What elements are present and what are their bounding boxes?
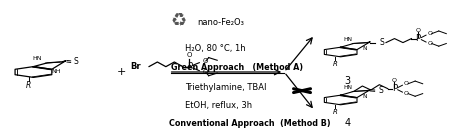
Text: N: N [363, 46, 367, 51]
Text: O: O [416, 28, 420, 33]
Text: O: O [202, 69, 208, 75]
Text: O: O [428, 31, 432, 36]
Text: S: S [379, 38, 384, 47]
Text: HN: HN [344, 85, 353, 90]
Text: ♻: ♻ [170, 13, 186, 31]
Text: H₂O, 80 °C, 1h: H₂O, 80 °C, 1h [185, 44, 246, 52]
Text: S: S [378, 86, 383, 95]
Text: N: N [363, 94, 367, 99]
Text: O: O [187, 52, 192, 58]
Text: R: R [333, 61, 337, 67]
Text: nano-Fe₂O₃: nano-Fe₂O₃ [197, 18, 244, 27]
Text: S: S [73, 57, 78, 66]
Text: O: O [404, 91, 409, 96]
Text: Conventional Approach  (Method B): Conventional Approach (Method B) [169, 119, 330, 129]
Text: O: O [404, 81, 409, 86]
Text: 4: 4 [345, 118, 351, 128]
Text: O: O [392, 78, 397, 83]
Text: P: P [392, 84, 397, 93]
Text: EtOH, reflux, 3h: EtOH, reflux, 3h [185, 101, 252, 110]
Text: +: + [117, 67, 126, 77]
Text: HN: HN [344, 38, 353, 42]
Text: O: O [202, 58, 208, 64]
Text: O: O [428, 41, 432, 46]
Text: R: R [333, 109, 337, 115]
Text: Triethylamine, TBAI: Triethylamine, TBAI [185, 84, 267, 92]
Text: HN: HN [32, 56, 41, 61]
Text: NH: NH [52, 69, 61, 74]
Text: P: P [187, 62, 192, 71]
Text: Green Approach   (Method A): Green Approach (Method A) [171, 64, 303, 72]
Text: R: R [26, 81, 31, 90]
Text: 3: 3 [345, 76, 351, 86]
Text: Br: Br [130, 62, 141, 71]
Text: P: P [416, 34, 420, 43]
